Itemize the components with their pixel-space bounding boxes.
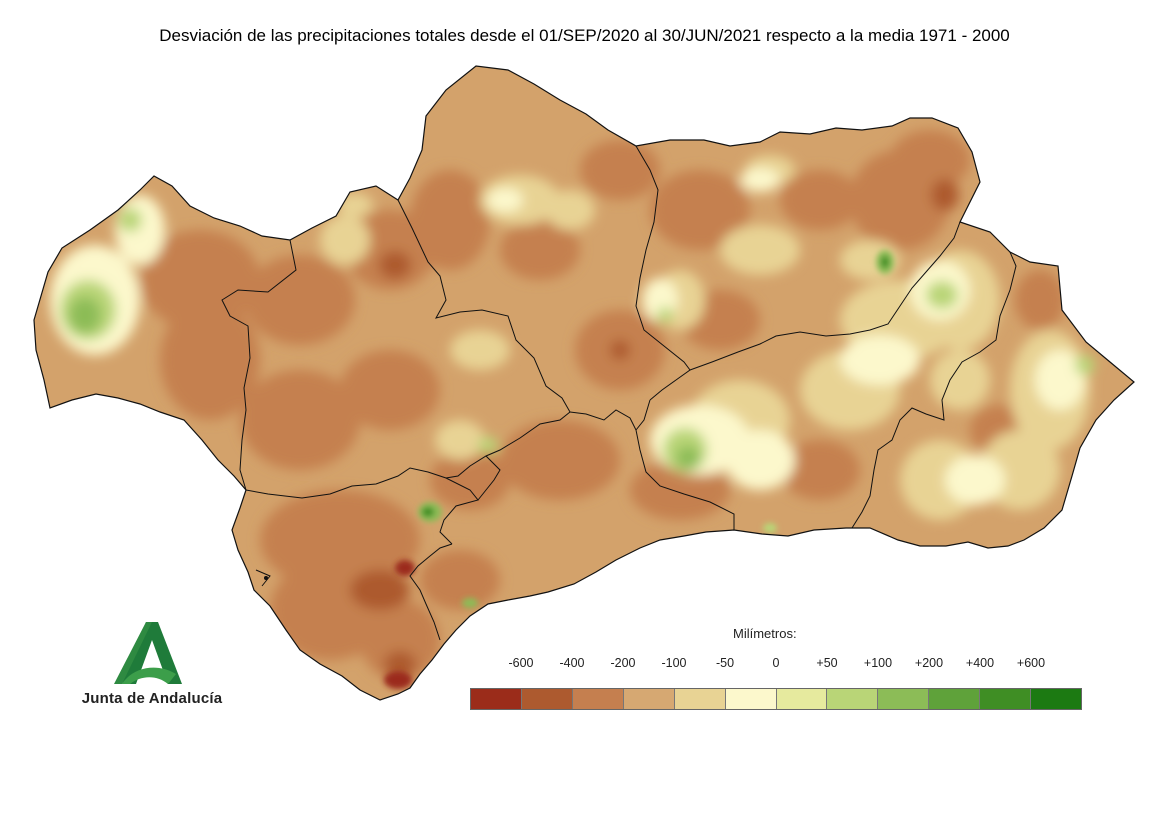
junta-andalucia-logo: Junta de Andalucía (72, 618, 232, 713)
border-huelva-sevilla (221, 239, 297, 491)
border-sevilla-cordoba (397, 199, 571, 479)
border-cordoba-jaen (635, 145, 691, 401)
map-title: Desviación de las precipitaciones totale… (159, 26, 1010, 45)
junta-andalucia-emblem-icon (114, 622, 182, 684)
legend-tick-label: +600 (1016, 656, 1046, 670)
legend-tick-label: -50 (715, 656, 735, 670)
legend-tick-label: +200 (914, 656, 944, 670)
legend-swatch (827, 689, 879, 709)
legend-tick-label: -200 (610, 656, 636, 670)
border-cordoba-malaga (569, 409, 735, 530)
province-borders (221, 145, 1017, 641)
legend-tick-label: +50 (816, 656, 838, 670)
legend-swatch (980, 689, 1032, 709)
border-cadiz-malaga (409, 543, 453, 641)
legend-swatch (572, 689, 624, 709)
legend-swatch (1031, 689, 1082, 709)
legend-swatch (725, 689, 777, 709)
legend-tick-label: +100 (863, 656, 893, 670)
legend-tick-label: +400 (965, 656, 995, 670)
legend-tick-label: 0 (772, 656, 780, 670)
legend-swatch (878, 689, 930, 709)
border-sevilla-cadiz (245, 467, 479, 545)
border-malaga-granada (635, 399, 651, 431)
legend-swatch (471, 689, 522, 709)
legend-tick-label: -400 (559, 656, 585, 670)
legend-swatch (929, 689, 981, 709)
legend-unit-label: Milímetros: (733, 626, 797, 641)
legend-tick-label: -600 (508, 656, 534, 670)
cadiz-bay (255, 569, 271, 587)
andalucia-outline (33, 65, 1135, 701)
legend-swatch (623, 689, 675, 709)
legend-swatch (674, 689, 726, 709)
border-granada-almeria (851, 251, 1017, 529)
legend-swatch (521, 689, 573, 709)
legend-tick-label: -100 (661, 656, 687, 670)
border-jaen-granada (689, 221, 961, 371)
legend-color-bar (470, 688, 1082, 710)
logo-text: Junta de Andalucía (81, 690, 223, 707)
border-sevilla-malaga (477, 455, 501, 501)
legend-swatch (776, 689, 828, 709)
legend-tick-labels: -600 -400 -200 -100 -50 0 +50 +100 +200 +400 +600 (470, 656, 1082, 672)
